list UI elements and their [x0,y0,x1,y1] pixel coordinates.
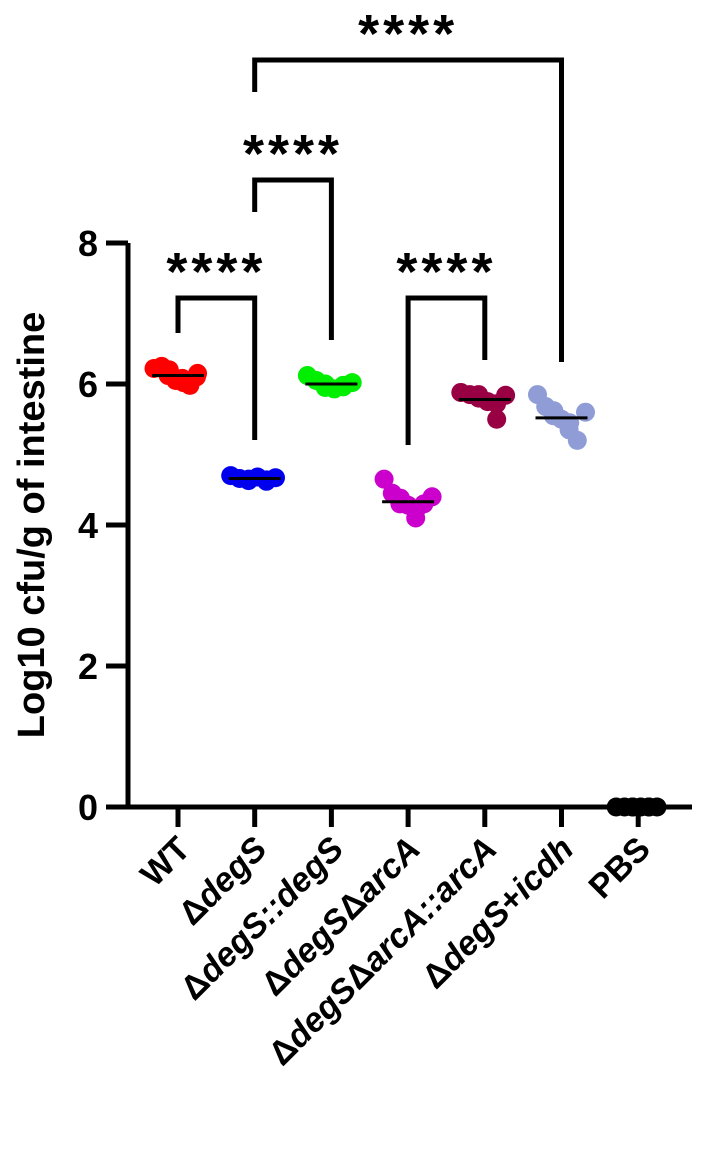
significance-bracket [405,295,488,445]
axes: 0 2 4 6 8 Log10 cfu/g of intestine [11,223,692,828]
series-group [374,469,442,528]
data-point [496,385,516,405]
y-tick-label: 8 [78,223,98,264]
significance-brackets: **************** [166,4,564,445]
data-point [487,409,507,429]
significance-bracket [252,57,564,362]
category-labels: WTΔdegSΔdegS::degSΔdegSΔarcAΔdegSΔarcA::… [133,830,657,1073]
significance-label: **** [358,4,458,64]
significance-bracket [175,295,258,440]
series-group [451,382,516,429]
series-group [221,466,285,491]
y-tick-label: 6 [78,364,98,405]
data-point [422,487,442,507]
data-point [567,430,587,450]
y-tick-label: 4 [78,505,98,546]
significance-label: **** [243,124,343,184]
y-tick-label: 2 [78,646,98,687]
x-tick-label-pbs: PBS [582,830,658,906]
data-points [144,356,667,817]
significance-label: **** [166,242,266,302]
series-group [297,366,362,399]
x-tick-label-part: WT [133,830,197,894]
data-point [406,508,426,528]
series-group [528,385,595,450]
significance-label: **** [396,242,496,302]
series-group [144,356,208,395]
y-axis-title: Log10 cfu/g of intestine [11,312,53,738]
x-tick-label-wt: WT [133,830,197,894]
y-tick-label: 0 [78,787,98,828]
x-tick-label-part: PBS [582,830,658,906]
data-point [374,469,394,489]
series-group [606,797,667,817]
significance-bracket [252,177,334,340]
